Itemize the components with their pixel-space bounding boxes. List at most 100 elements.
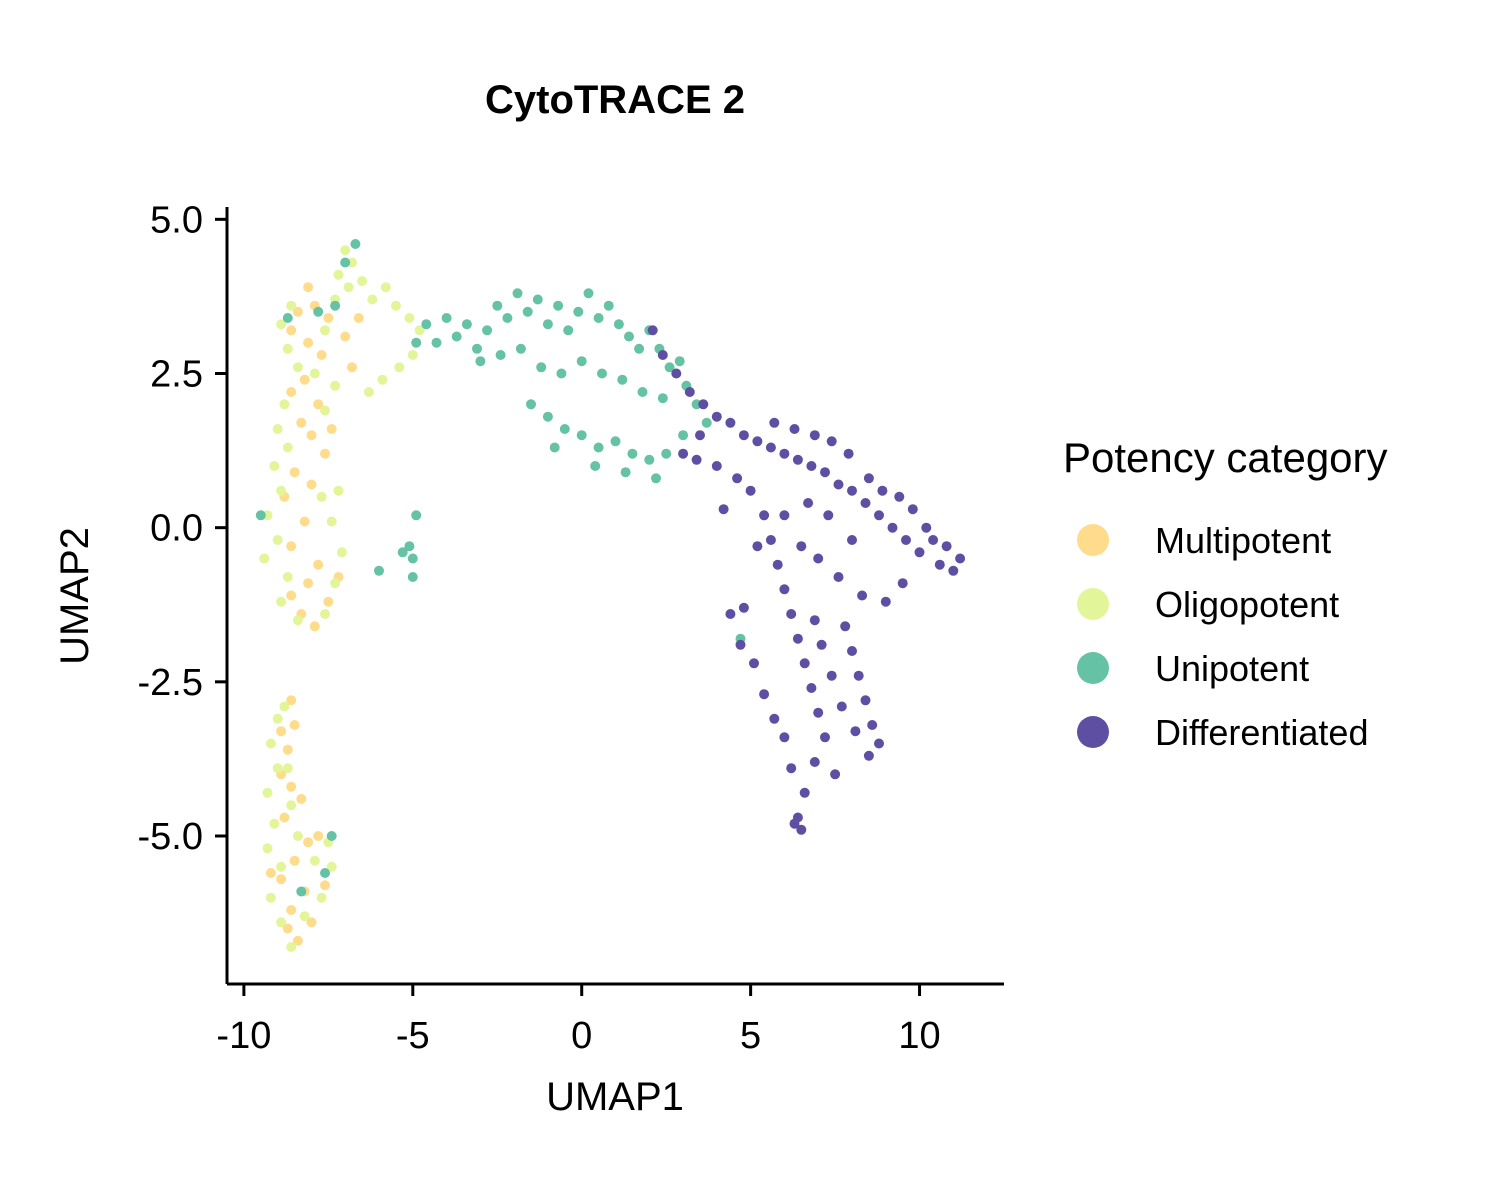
data-point: [330, 300, 341, 311]
y-axis-title: UMAP2: [53, 527, 97, 665]
data-point: [678, 430, 689, 441]
data-point: [282, 343, 293, 354]
legend-label: Differentiated: [1155, 712, 1368, 753]
data-point: [407, 572, 418, 582]
data-point: [380, 282, 391, 293]
data-point: [350, 239, 361, 249]
data-point: [292, 831, 303, 841]
data-point: [593, 442, 604, 453]
data-point: [320, 609, 330, 619]
data-point: [826, 670, 837, 681]
data-point: [296, 417, 307, 428]
data-point: [306, 917, 317, 928]
data-point: [404, 313, 415, 323]
data-point: [901, 535, 911, 545]
data-point: [796, 824, 807, 835]
data-point: [613, 319, 624, 330]
data-point: [863, 473, 874, 484]
data-point: [330, 578, 341, 589]
data-point: [907, 504, 918, 515]
data-point: [597, 368, 607, 379]
x-axis-ticks: -10 -5 0 5 10: [216, 984, 941, 1057]
scatter-points: [255, 239, 966, 952]
data-point: [559, 424, 570, 434]
data-point: [282, 744, 293, 755]
data-point: [316, 491, 327, 502]
data-point: [826, 436, 837, 447]
data-point: [840, 621, 851, 632]
data-point: [475, 356, 486, 367]
data-point: [414, 325, 425, 336]
data-point: [309, 621, 320, 632]
data-point: [316, 892, 327, 903]
data-point: [732, 473, 743, 484]
data-point: [860, 498, 871, 508]
data-point: [269, 818, 280, 829]
data-point: [948, 565, 959, 576]
data-point: [336, 547, 347, 558]
data-point: [772, 559, 783, 570]
data-point: [299, 911, 310, 922]
data-point: [262, 787, 273, 798]
data-point: [286, 800, 297, 811]
data-point: [806, 461, 817, 471]
data-point: [695, 430, 705, 441]
data-point: [282, 763, 293, 774]
data-point: [276, 485, 287, 496]
legend-swatch: [1077, 524, 1109, 556]
data-point: [786, 763, 797, 774]
data-point: [286, 590, 297, 601]
x-tick-label: 5: [740, 1015, 761, 1057]
data-point: [526, 399, 536, 410]
data-point: [323, 596, 334, 607]
data-point: [934, 559, 945, 570]
data-point: [299, 374, 310, 385]
data-point: [823, 510, 834, 521]
data-point: [725, 609, 736, 619]
data-point: [472, 343, 482, 354]
data-point: [874, 510, 884, 521]
data-point: [874, 738, 884, 749]
data-point: [326, 831, 337, 841]
data-point: [289, 720, 300, 730]
data-point: [265, 738, 276, 749]
data-point: [644, 454, 655, 465]
data-point: [799, 658, 810, 669]
data-point: [276, 874, 287, 885]
data-point: [363, 387, 374, 397]
data-point: [320, 868, 330, 878]
data-point: [583, 288, 594, 299]
data-point: [765, 442, 776, 453]
data-point: [289, 467, 300, 478]
data-point: [549, 442, 560, 453]
data-point: [309, 855, 320, 866]
legend-label: Unipotent: [1155, 648, 1309, 689]
data-point: [269, 461, 280, 471]
data-point: [857, 590, 868, 601]
data-point: [847, 535, 857, 545]
data-point: [847, 646, 857, 656]
data-point: [620, 467, 631, 478]
data-point: [789, 818, 800, 829]
data-point: [320, 880, 330, 891]
data-point: [313, 306, 324, 317]
x-tick-label: -5: [396, 1015, 430, 1057]
data-point: [286, 942, 297, 952]
data-point: [573, 306, 584, 317]
data-point: [313, 399, 324, 410]
data-point: [833, 572, 844, 582]
data-point: [738, 602, 749, 613]
data-point: [276, 596, 287, 607]
data-point: [303, 837, 314, 848]
data-point: [563, 325, 574, 336]
data-point: [286, 325, 297, 336]
data-point: [752, 436, 763, 447]
data-point: [651, 473, 661, 484]
data-point: [664, 362, 675, 373]
data-point: [333, 485, 344, 496]
data-point: [482, 325, 493, 336]
data-point: [536, 362, 547, 373]
data-point: [661, 448, 672, 459]
data-point: [796, 541, 807, 552]
